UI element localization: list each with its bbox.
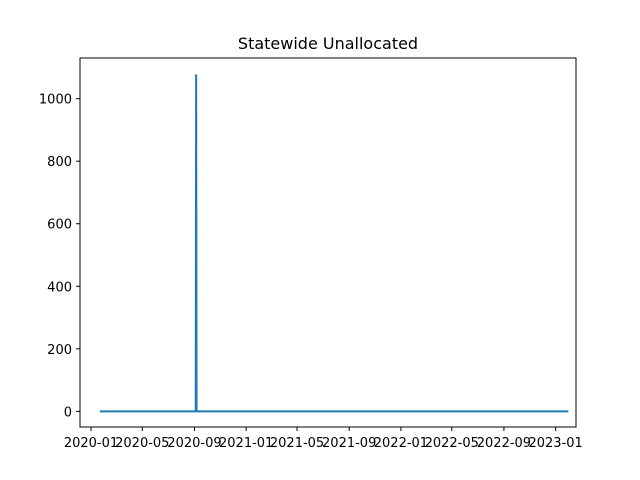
x-tick-label: 2021-09 (322, 436, 376, 451)
x-tick-label: 2022-05 (425, 436, 479, 451)
axes-frame (79, 57, 577, 428)
y-tick-label: 0 (64, 405, 72, 420)
x-tick-label: 2021-01 (219, 436, 273, 451)
x-tick-label: 2022-09 (477, 436, 531, 451)
x-tick-label: 2023-01 (528, 436, 582, 451)
y-tick-label: 600 (47, 218, 72, 233)
x-tick-label: 2021-05 (270, 436, 324, 451)
x-tick-label: 2020-09 (167, 436, 221, 451)
y-tick-label: 200 (47, 343, 72, 358)
y-tick-label: 1000 (39, 93, 72, 108)
series-line-0 (99, 74, 569, 413)
y-tick-label: 400 (47, 280, 72, 295)
y-tick-label: 800 (47, 155, 72, 170)
x-tick-label: 2020-05 (115, 436, 169, 451)
y-axis: 0 200 400 600 800 1000 (39, 93, 80, 420)
plot-area (99, 74, 569, 413)
x-axis: 2020-012020-052020-092021-012021-052021-… (64, 427, 583, 451)
chart-title: Statewide Unallocated (238, 34, 418, 53)
x-tick-label: 2020-01 (64, 436, 118, 451)
x-tick-label: 2022-01 (374, 436, 428, 451)
